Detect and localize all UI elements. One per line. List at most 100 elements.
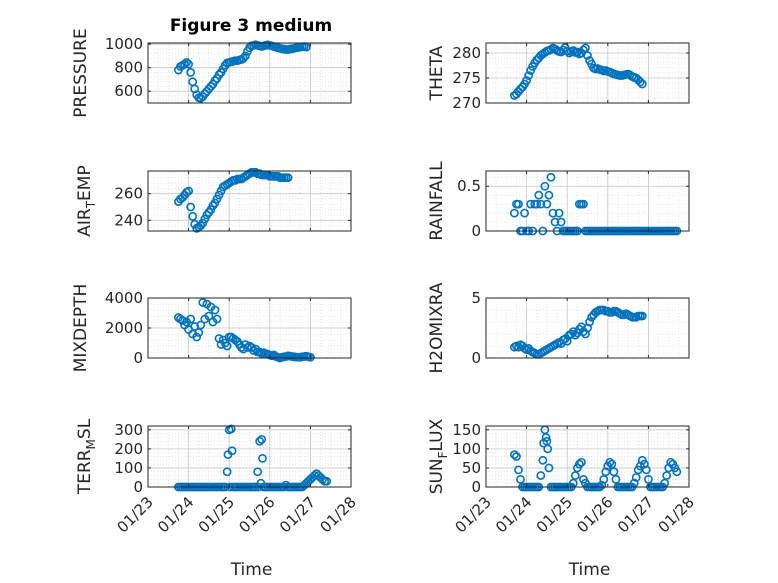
axes-box (147, 42, 352, 104)
data-point (186, 202, 196, 212)
y-tick-label: 5 (471, 289, 481, 307)
y-tick-label: 100 (452, 440, 481, 458)
data-point (607, 459, 617, 469)
x-axis-label: Time (230, 560, 273, 580)
y-axis-label: H2OMIXRA (427, 282, 447, 373)
data-point (226, 424, 236, 434)
data-point (579, 45, 588, 55)
data-point (554, 208, 564, 218)
data-point (635, 77, 645, 87)
y-tick-label: 0 (471, 349, 481, 367)
data-point (605, 457, 615, 467)
data-point (249, 346, 258, 355)
data-point (579, 199, 588, 209)
data-point (186, 314, 196, 324)
data-point (222, 341, 232, 351)
x-tick-label: 01/28 (655, 493, 698, 536)
y-axis-label: MIXDEPTH (71, 284, 91, 373)
data-point (570, 471, 580, 480)
y-tick-label: 275 (452, 69, 481, 87)
x-tick-label: 01/24 (492, 493, 535, 536)
data-point (532, 199, 542, 209)
data-point (524, 71, 534, 80)
y-tick-label: 0.5 (457, 177, 481, 195)
x-tick-label: 01/26 (573, 493, 616, 536)
data-point (585, 317, 594, 327)
data-point (599, 474, 609, 484)
data-point (516, 474, 525, 484)
data-point (538, 455, 548, 465)
data-point (184, 186, 193, 196)
data-point (546, 172, 556, 182)
axes-box (485, 42, 690, 104)
data-point (577, 457, 586, 467)
data-point (182, 58, 191, 67)
data-point (514, 465, 523, 475)
y-tick-label: 0 (471, 222, 481, 240)
data-point (212, 314, 222, 324)
data-point (241, 51, 250, 61)
data-point (562, 46, 572, 56)
y-axis-label: THETA (427, 45, 447, 101)
subplot-6: 0 5 H2OMIXRA (427, 282, 690, 374)
axes-box (485, 170, 690, 232)
data-point (301, 42, 311, 52)
y-tick-label: 200 (114, 440, 143, 458)
y-tick-label: 260 (114, 185, 143, 203)
data-point (210, 305, 220, 315)
x-tick-label: 01/25 (533, 493, 576, 536)
x-tick-label: 01/24 (154, 493, 197, 536)
data-point (566, 329, 576, 339)
y-tick-label: 240 (114, 211, 143, 229)
x-tick-label: 01/23 (452, 493, 495, 536)
data-point (186, 68, 196, 77)
data-point (196, 320, 206, 330)
data-point (550, 217, 560, 227)
data-point (180, 59, 189, 69)
y-tick-label: 280 (452, 44, 481, 62)
data-point (190, 322, 200, 331)
data-point (305, 352, 315, 362)
data-point (543, 444, 553, 454)
data-point (644, 474, 653, 484)
y-tick-label: 2000 (105, 319, 143, 337)
subplot-4: 0 0.5 RAINFALL (427, 161, 690, 241)
y-axis-label: SUNFLUX (427, 418, 450, 494)
data-point (178, 316, 187, 325)
data-point (198, 298, 208, 307)
data-point (239, 53, 248, 63)
x-tick-label: 01/23 (114, 493, 157, 536)
y-axis-label: RAINFALL (427, 161, 447, 241)
data-point (526, 199, 536, 209)
data-point (520, 208, 529, 218)
data-point (546, 45, 556, 54)
data-point (544, 463, 554, 473)
axes-box (485, 297, 690, 359)
data-point (227, 446, 237, 456)
data-point (556, 217, 566, 227)
data-point (541, 433, 551, 442)
data-point (522, 76, 531, 85)
data-point (514, 342, 523, 352)
y-tick-label: 1000 (105, 35, 143, 53)
data-point (204, 311, 214, 321)
x-tick-label: 01/27 (276, 493, 319, 536)
data-point (574, 459, 584, 469)
data-point (510, 208, 519, 218)
data-point (609, 467, 619, 477)
data-point (206, 82, 216, 91)
axes-box (485, 425, 690, 488)
subplot-2: 270 275 280 THETA (427, 42, 690, 112)
data-point (666, 457, 676, 467)
data-point (637, 311, 647, 321)
y-tick-label: 150 (452, 421, 481, 439)
y-tick-label: 100 (114, 459, 143, 477)
data-point (601, 467, 611, 477)
y-axis-label: TERRMSL (75, 418, 98, 495)
y-axis-label: AIRTEMP (75, 165, 98, 236)
x-axis-label: Time (568, 560, 611, 580)
data-point (514, 199, 523, 209)
